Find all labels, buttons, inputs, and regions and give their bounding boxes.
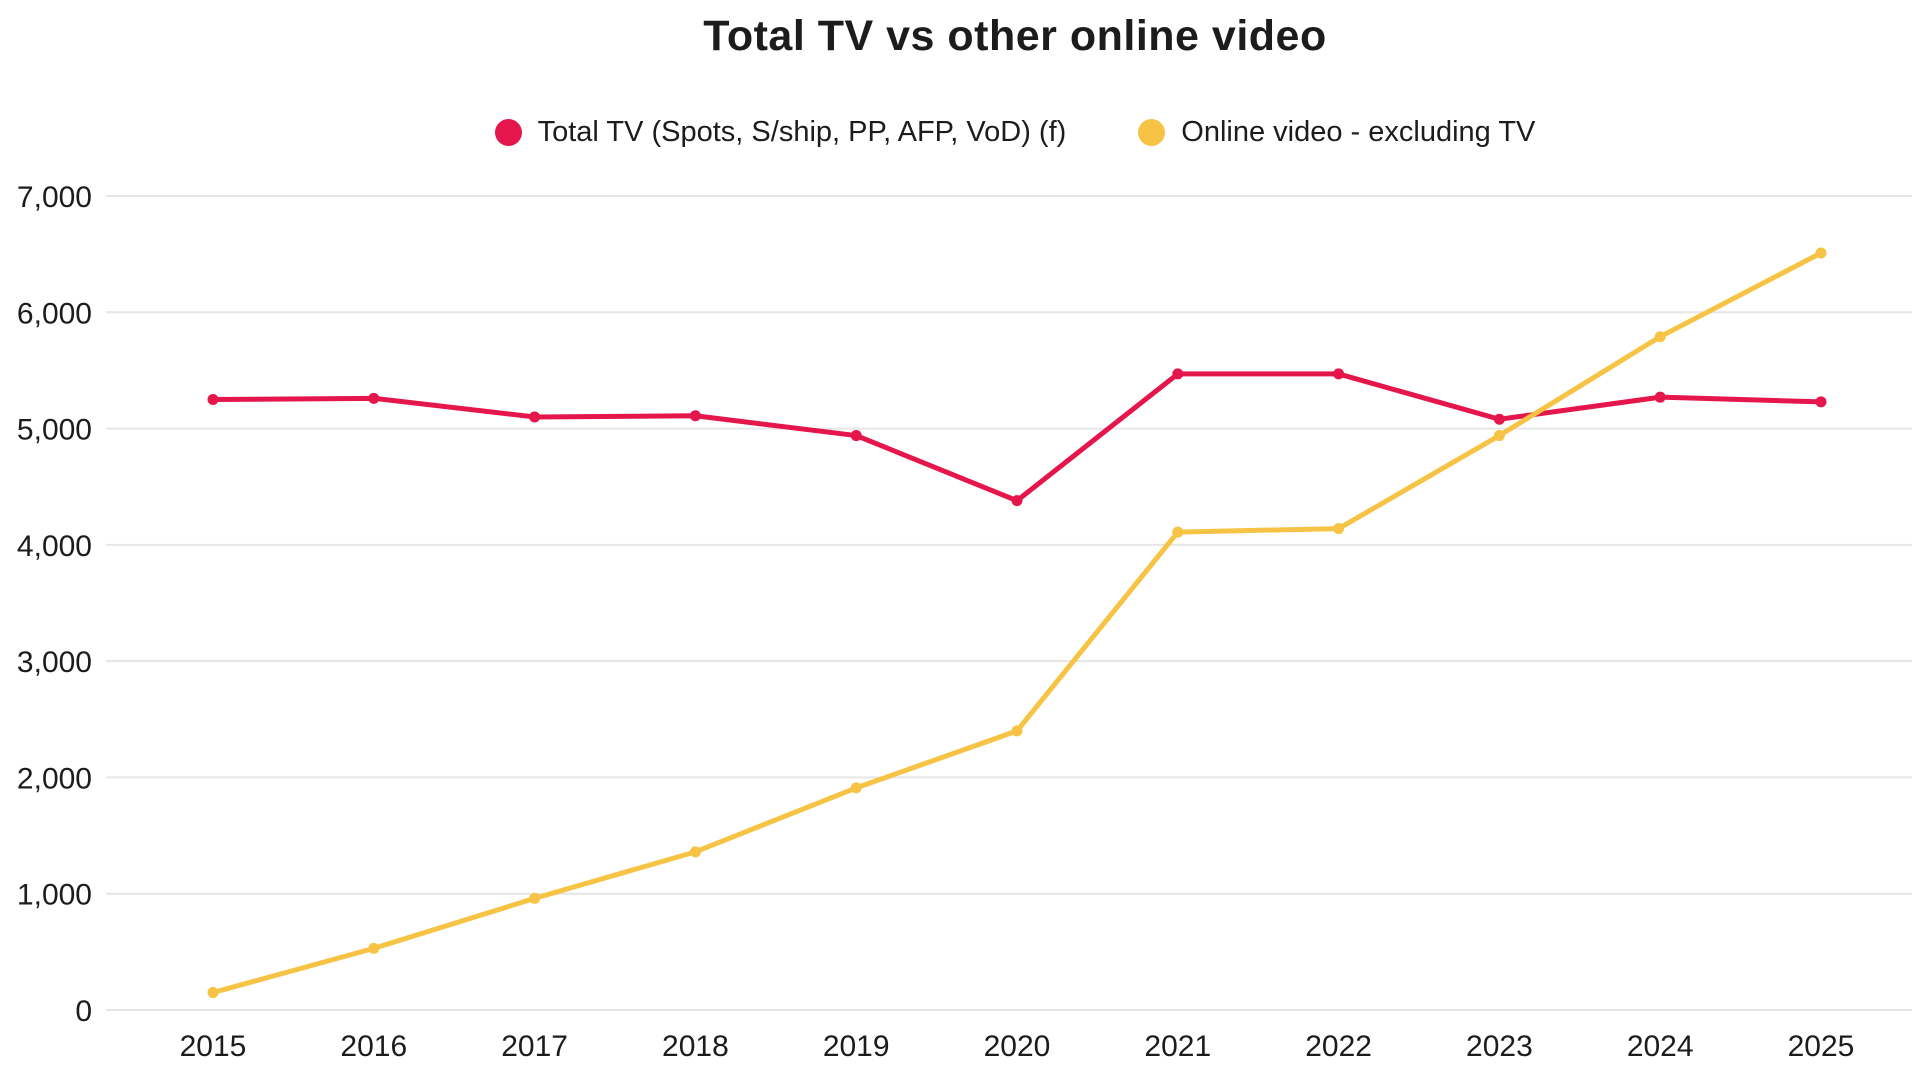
y-tick-label: 7,000 xyxy=(17,181,92,214)
y-tick-label: 4,000 xyxy=(17,530,92,563)
legend-marker-total-tv-icon xyxy=(494,119,522,146)
data-point xyxy=(1011,495,1023,507)
x-tick-label: 2023 xyxy=(1466,1030,1533,1063)
x-tick-label: 2024 xyxy=(1627,1030,1694,1063)
x-tick-label: 2017 xyxy=(501,1030,568,1063)
legend: Total TV (Spots, S/ship, PP, AFP, VoD) (… xyxy=(110,116,1920,149)
y-tick-label: 5,000 xyxy=(17,414,92,447)
chart-title: Total TV vs other online video xyxy=(703,12,1327,60)
y-tick-label: 2,000 xyxy=(17,762,92,795)
data-point xyxy=(689,410,701,422)
data-point xyxy=(529,892,541,904)
x-tick-label: 2019 xyxy=(823,1030,890,1063)
legend-marker-online-video-icon xyxy=(1138,119,1166,146)
data-point xyxy=(1172,368,1184,380)
x-tick-label: 2020 xyxy=(984,1030,1051,1063)
y-tick-label: 6,000 xyxy=(17,297,92,330)
x-tick-label: 2015 xyxy=(180,1030,247,1063)
data-point xyxy=(529,411,541,423)
data-point xyxy=(1011,725,1023,737)
legend-label-total-tv: Total TV (Spots, S/ship, PP, AFP, VoD) (… xyxy=(537,116,1067,148)
x-tick-label: 2016 xyxy=(340,1030,407,1063)
y-tick-label: 0 xyxy=(75,995,92,1028)
legend-item-online-video: Online video - excluding TV xyxy=(1138,116,1535,149)
x-tick-label: 2018 xyxy=(662,1030,729,1063)
y-tick-label: 1,000 xyxy=(17,879,92,912)
data-point xyxy=(1815,247,1827,259)
y-tick-label: 3,000 xyxy=(17,646,92,679)
data-point xyxy=(1815,396,1827,408)
data-point xyxy=(1654,391,1666,403)
legend-item-total-tv: Total TV (Spots, S/ship, PP, AFP, VoD) (… xyxy=(494,116,1067,149)
series-line-0 xyxy=(210,371,1824,504)
x-tick-label: 2021 xyxy=(1144,1030,1211,1063)
data-point xyxy=(1654,331,1666,343)
data-point xyxy=(850,430,862,442)
data-point xyxy=(850,782,862,794)
data-point xyxy=(1493,413,1505,425)
data-point xyxy=(1333,523,1345,535)
x-tick-label: 2022 xyxy=(1305,1030,1372,1063)
x-tick-label: 2025 xyxy=(1788,1030,1855,1063)
data-point xyxy=(207,987,219,999)
series-line-1 xyxy=(210,250,1824,996)
legend-label-online-video: Online video - excluding TV xyxy=(1181,116,1536,148)
data-point xyxy=(689,846,701,858)
data-point xyxy=(1172,526,1184,538)
data-point xyxy=(1493,430,1505,442)
data-point xyxy=(368,392,380,404)
data-point xyxy=(1333,368,1345,380)
data-point xyxy=(207,394,219,405)
data-point xyxy=(368,942,380,954)
